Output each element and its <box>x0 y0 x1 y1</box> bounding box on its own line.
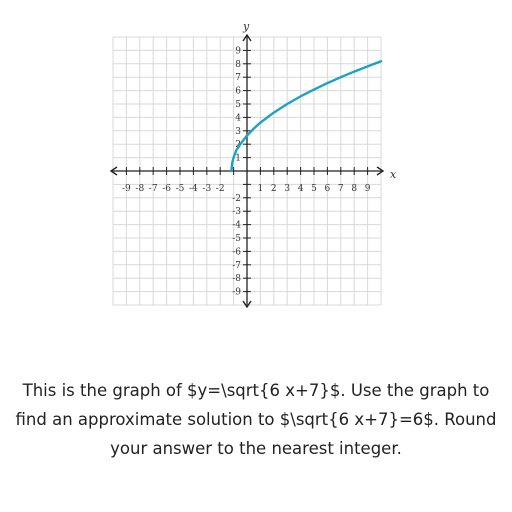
x-tick-label: -8 <box>135 184 144 194</box>
y-tick-label: 3 <box>235 127 241 137</box>
y-axis-arrow-up <box>242 33 252 42</box>
x-tick-label: -4 <box>189 184 198 194</box>
y-tick-label: 5 <box>235 100 241 110</box>
x-tick-label: 7 <box>338 184 344 194</box>
x-tick-label: 4 <box>298 184 304 194</box>
y-tick-label: -9 <box>232 288 241 298</box>
x-tick-label: 1 <box>258 184 264 194</box>
x-axis-arrow-right <box>376 166 385 176</box>
y-tick-label: 4 <box>235 113 241 123</box>
x-tick-label: 6 <box>325 184 331 194</box>
y-tick-label: -8 <box>232 274 241 284</box>
x-tick-label: -3 <box>202 184 211 194</box>
y-tick-label: 6 <box>235 87 241 97</box>
question-line-2: find an approximate solution to $\sqrt{6… <box>15 410 497 429</box>
x-tick-label: -6 <box>162 184 171 194</box>
y-tick-label: 7 <box>235 73 241 83</box>
x-tick-label: 3 <box>284 184 290 194</box>
curve-layer <box>230 60 383 173</box>
question-line-1: This is the graph of $y=\sqrt{6 x+7}$. U… <box>22 381 490 400</box>
x-tick-label: -9 <box>122 184 131 194</box>
x-tick-label: 2 <box>271 184 277 194</box>
x-tick-label: 8 <box>351 184 357 194</box>
y-axis-label: y <box>242 20 250 33</box>
ticks <box>125 49 369 293</box>
x-tick-label: 5 <box>311 184 317 194</box>
y-tick-label: 1 <box>235 154 241 164</box>
y-tick-label: -3 <box>232 207 241 217</box>
x-tick-label: -7 <box>149 184 158 194</box>
x-tick-label: 9 <box>365 184 371 194</box>
axes <box>109 33 385 309</box>
coordinate-plane: -9 -8 -7 -6 -5 -4 -3 -2 1 2 3 4 5 6 7 8 9987654321-2-3-4… <box>109 20 397 309</box>
x-axis-label: x <box>390 168 397 181</box>
function-curve <box>230 60 383 173</box>
x-tick-label: -5 <box>176 184 185 194</box>
x-tick-label: -2 <box>216 184 225 194</box>
y-tick-label: -6 <box>232 247 241 257</box>
y-tick-label: 2 <box>235 140 241 150</box>
y-tick-label: -2 <box>232 194 241 204</box>
y-tick-label: -7 <box>232 261 241 271</box>
y-tick-label: 8 <box>235 60 241 70</box>
y-tick-label: -5 <box>232 234 241 244</box>
question-line-3: your answer to the nearest integer. <box>110 439 402 458</box>
y-tick-label: -4 <box>232 221 241 231</box>
tick-labels: -9 -8 -7 -6 -5 -4 -3 -2 1 2 3 4 5 6 7 8 9987654321-2-3-4… <box>122 46 371 297</box>
y-tick-label: 9 <box>235 46 241 56</box>
question-text: This is the graph of $y=\sqrt{6 x+7}$. U… <box>10 376 502 463</box>
y-axis-arrow-down <box>242 300 252 309</box>
x-axis-arrow-left <box>109 166 118 176</box>
